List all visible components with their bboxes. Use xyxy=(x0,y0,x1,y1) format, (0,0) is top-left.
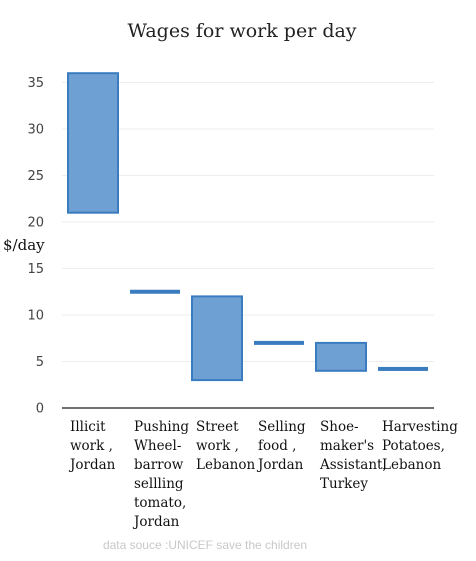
y-axis-ticks: 0 5 10 15 20 25 30 35 xyxy=(27,76,44,417)
y-axis-label: $/day xyxy=(3,236,45,254)
y-tick-label: 35 xyxy=(27,76,44,91)
x-tick-label: Harvesting Potatoes, Lebanon xyxy=(382,419,458,473)
chart-title: Wages for work per day xyxy=(127,20,356,42)
x-tick-label-line: Pushing xyxy=(134,419,189,435)
x-axis-ticks: Illicit work , Jordan Pushing Wheel-barrow se… xyxy=(68,419,458,530)
x-tick-label-line: Assistant, xyxy=(319,457,387,473)
x-tick-label-line: Turkey xyxy=(320,476,368,492)
x-tick-label-line: sellling xyxy=(134,476,184,492)
bars xyxy=(67,72,428,382)
x-tick-label-line: Illicit xyxy=(70,419,106,435)
x-tick-label: Illicit work , Jordan xyxy=(68,419,116,473)
y-tick-label: 5 xyxy=(36,355,44,370)
x-tick-label-line: work , xyxy=(70,438,113,454)
y-tick-label: 25 xyxy=(27,169,44,184)
x-tick-label: Shoe-maker's Assistant, Turkey xyxy=(319,419,387,492)
x-tick-label-line: work , xyxy=(196,438,239,454)
x-tick-label-line: Shoe- xyxy=(320,419,359,435)
bar-range xyxy=(378,366,428,371)
x-tick-label-line: Selling xyxy=(258,419,306,435)
x-tick-label: Pushing Wheel-barrow sellling tomato, Jordan xyxy=(132,419,189,530)
y-tick-label: 20 xyxy=(27,216,44,231)
y-tick-label: 0 xyxy=(36,402,44,417)
x-tick-label-line: Street xyxy=(196,419,239,435)
bar-range xyxy=(315,341,367,372)
x-tick-label-line: Jordan xyxy=(256,457,304,473)
x-tick-label-line: maker's xyxy=(320,438,374,454)
x-tick-label-line: food , xyxy=(258,438,296,454)
y-tick-label: 15 xyxy=(27,262,44,277)
x-tick-label-line: Lebanon xyxy=(382,457,441,473)
x-tick-label-line: Lebanon xyxy=(196,457,255,473)
x-tick-label: Selling food , Jordan xyxy=(256,419,306,473)
source-note: data souce :UNICEF save the children xyxy=(103,538,307,552)
x-tick-label-line: barrow xyxy=(134,457,184,473)
x-tick-label-line: Jordan xyxy=(132,514,180,530)
x-tick-label-line: Wheel- xyxy=(134,438,181,454)
x-tick-label-line: tomato, xyxy=(134,495,186,511)
bar-range xyxy=(254,340,304,345)
y-tick-label: 10 xyxy=(27,309,44,324)
bar-range xyxy=(191,295,243,382)
x-tick-label-line: Jordan xyxy=(68,457,116,473)
bar-range xyxy=(67,72,119,214)
bar-range xyxy=(130,289,180,294)
grid-lines xyxy=(62,82,434,362)
x-tick-label-line: Harvesting xyxy=(382,419,458,435)
y-tick-label: 30 xyxy=(27,123,44,138)
x-tick-label: Street work , Lebanon xyxy=(196,419,255,473)
x-tick-label-line: Potatoes, xyxy=(382,438,445,454)
